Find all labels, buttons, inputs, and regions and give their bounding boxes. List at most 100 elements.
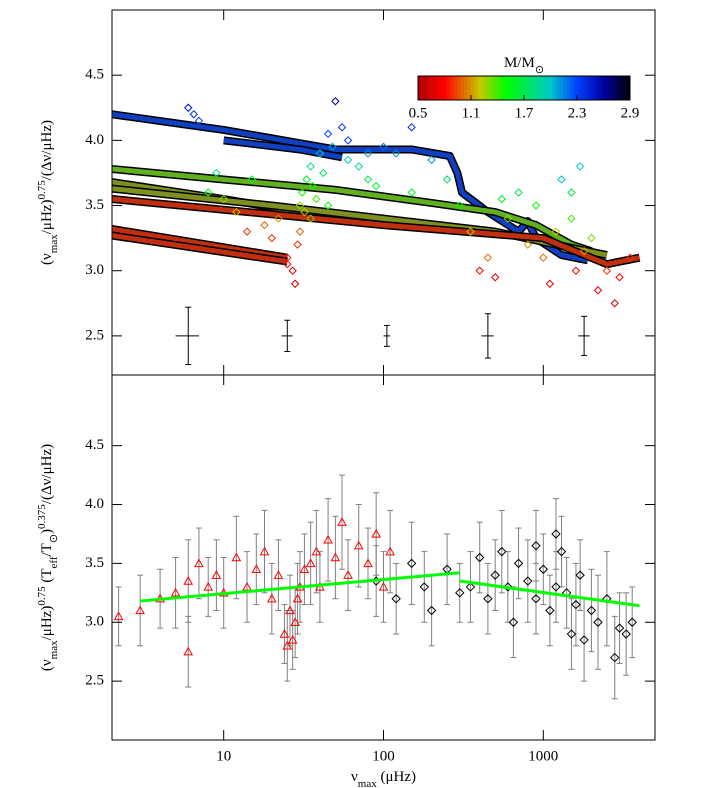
y-tick-label: 4.5 [85,437,104,453]
triangle-point [363,558,373,568]
y-axis-label-part: 0.75 [36,180,48,200]
point [267,233,277,243]
colorbar-cell [520,76,525,100]
triangle-point [203,581,214,591]
diamond-point [490,570,500,580]
point [308,181,317,191]
diamond-point [551,529,561,539]
point [204,188,213,197]
track [111,196,641,267]
point [300,207,309,217]
x-axis-label: νmax (μHz) [351,769,416,788]
colorbar-cell [577,76,582,100]
point [337,123,347,132]
point [514,188,523,197]
triangle-point [282,640,293,650]
colorbar-cell [499,76,504,100]
y-tick-label: 4.0 [85,496,104,512]
point [379,142,388,152]
colorbar-cell [555,76,560,100]
diamond-point [627,617,637,627]
point [363,175,373,184]
y-axis-label-part: ⊙ [48,534,60,543]
colorbar-cell [513,76,518,100]
track [111,233,288,265]
diamond-point [614,623,625,633]
diamond-point [538,564,549,574]
y-tick-label: 3.5 [85,197,104,213]
colorbar-cell [541,76,546,100]
colorbar-cell [467,76,472,100]
point [503,214,513,223]
x-tick-label: 10 [216,748,231,764]
triangle-point [371,528,382,538]
diamond-point [531,594,541,604]
y-tick-label: 3.0 [85,614,104,630]
colorbar-cell [435,76,440,100]
diamond-point [575,570,585,580]
x-tick-label: 100 [372,748,395,764]
diamond-point [465,582,476,592]
y-axis-label-part: /μHz) [39,606,55,641]
y-axis-label-part: /(Δν/μHz) [39,120,55,180]
triangle-point [287,634,298,644]
colorbar-cell [456,76,461,100]
colorbar-cell [552,76,557,100]
diamond-point [426,605,437,616]
triangle-point [290,617,301,626]
point [539,253,548,262]
track [111,166,593,254]
point [531,201,541,210]
colorbar-tick-label: 2.9 [621,105,640,121]
colorbar-cell [626,76,631,100]
point [407,123,416,132]
point [371,181,381,191]
diamond-point [513,558,524,569]
point [523,240,533,249]
point [497,194,507,204]
colorbar-cell [492,76,497,100]
colorbar-label-part: ⊙ [535,64,544,76]
diamond-point [508,617,519,627]
point [315,149,325,158]
point [466,227,475,236]
colorbar-cell [605,76,610,100]
track [111,226,288,261]
point [626,253,635,262]
y-axis-label-part: /(Δν/μHz) [39,444,55,504]
point [288,266,297,275]
y-axis-label-part: max [48,640,60,659]
x-axis-label-part: (μHz) [377,769,416,785]
point [610,299,619,308]
diamond-point [579,635,589,645]
diamond-point [571,599,581,610]
y-axis-label-part: /μHz) [39,200,55,235]
colorbar-cell [442,76,447,100]
point [212,168,221,178]
colorbar-cell [615,76,620,100]
triangle-point [273,570,284,579]
colorbar-cell [559,76,564,100]
colorbar-cell [608,76,613,100]
point [323,201,333,210]
point [306,162,315,171]
point [295,201,305,210]
point [343,155,353,165]
triangle-point [337,517,347,526]
triangle-point [330,552,341,562]
colorbar-cell [463,76,468,100]
y-tick-label: 3.0 [85,262,104,278]
colorbar-cell [598,76,603,100]
point [331,97,340,106]
point [295,227,305,236]
colorbar-cell [562,76,567,100]
point [323,129,333,139]
colorbar-tick-label: 0.5 [409,105,428,121]
diamond-point [610,652,620,663]
diamond-point [556,546,567,557]
y-axis-label-part: (T [39,569,55,587]
colorbar-cell [460,76,465,100]
point [343,136,353,145]
point [260,220,269,230]
colorbar-cell [584,76,589,100]
